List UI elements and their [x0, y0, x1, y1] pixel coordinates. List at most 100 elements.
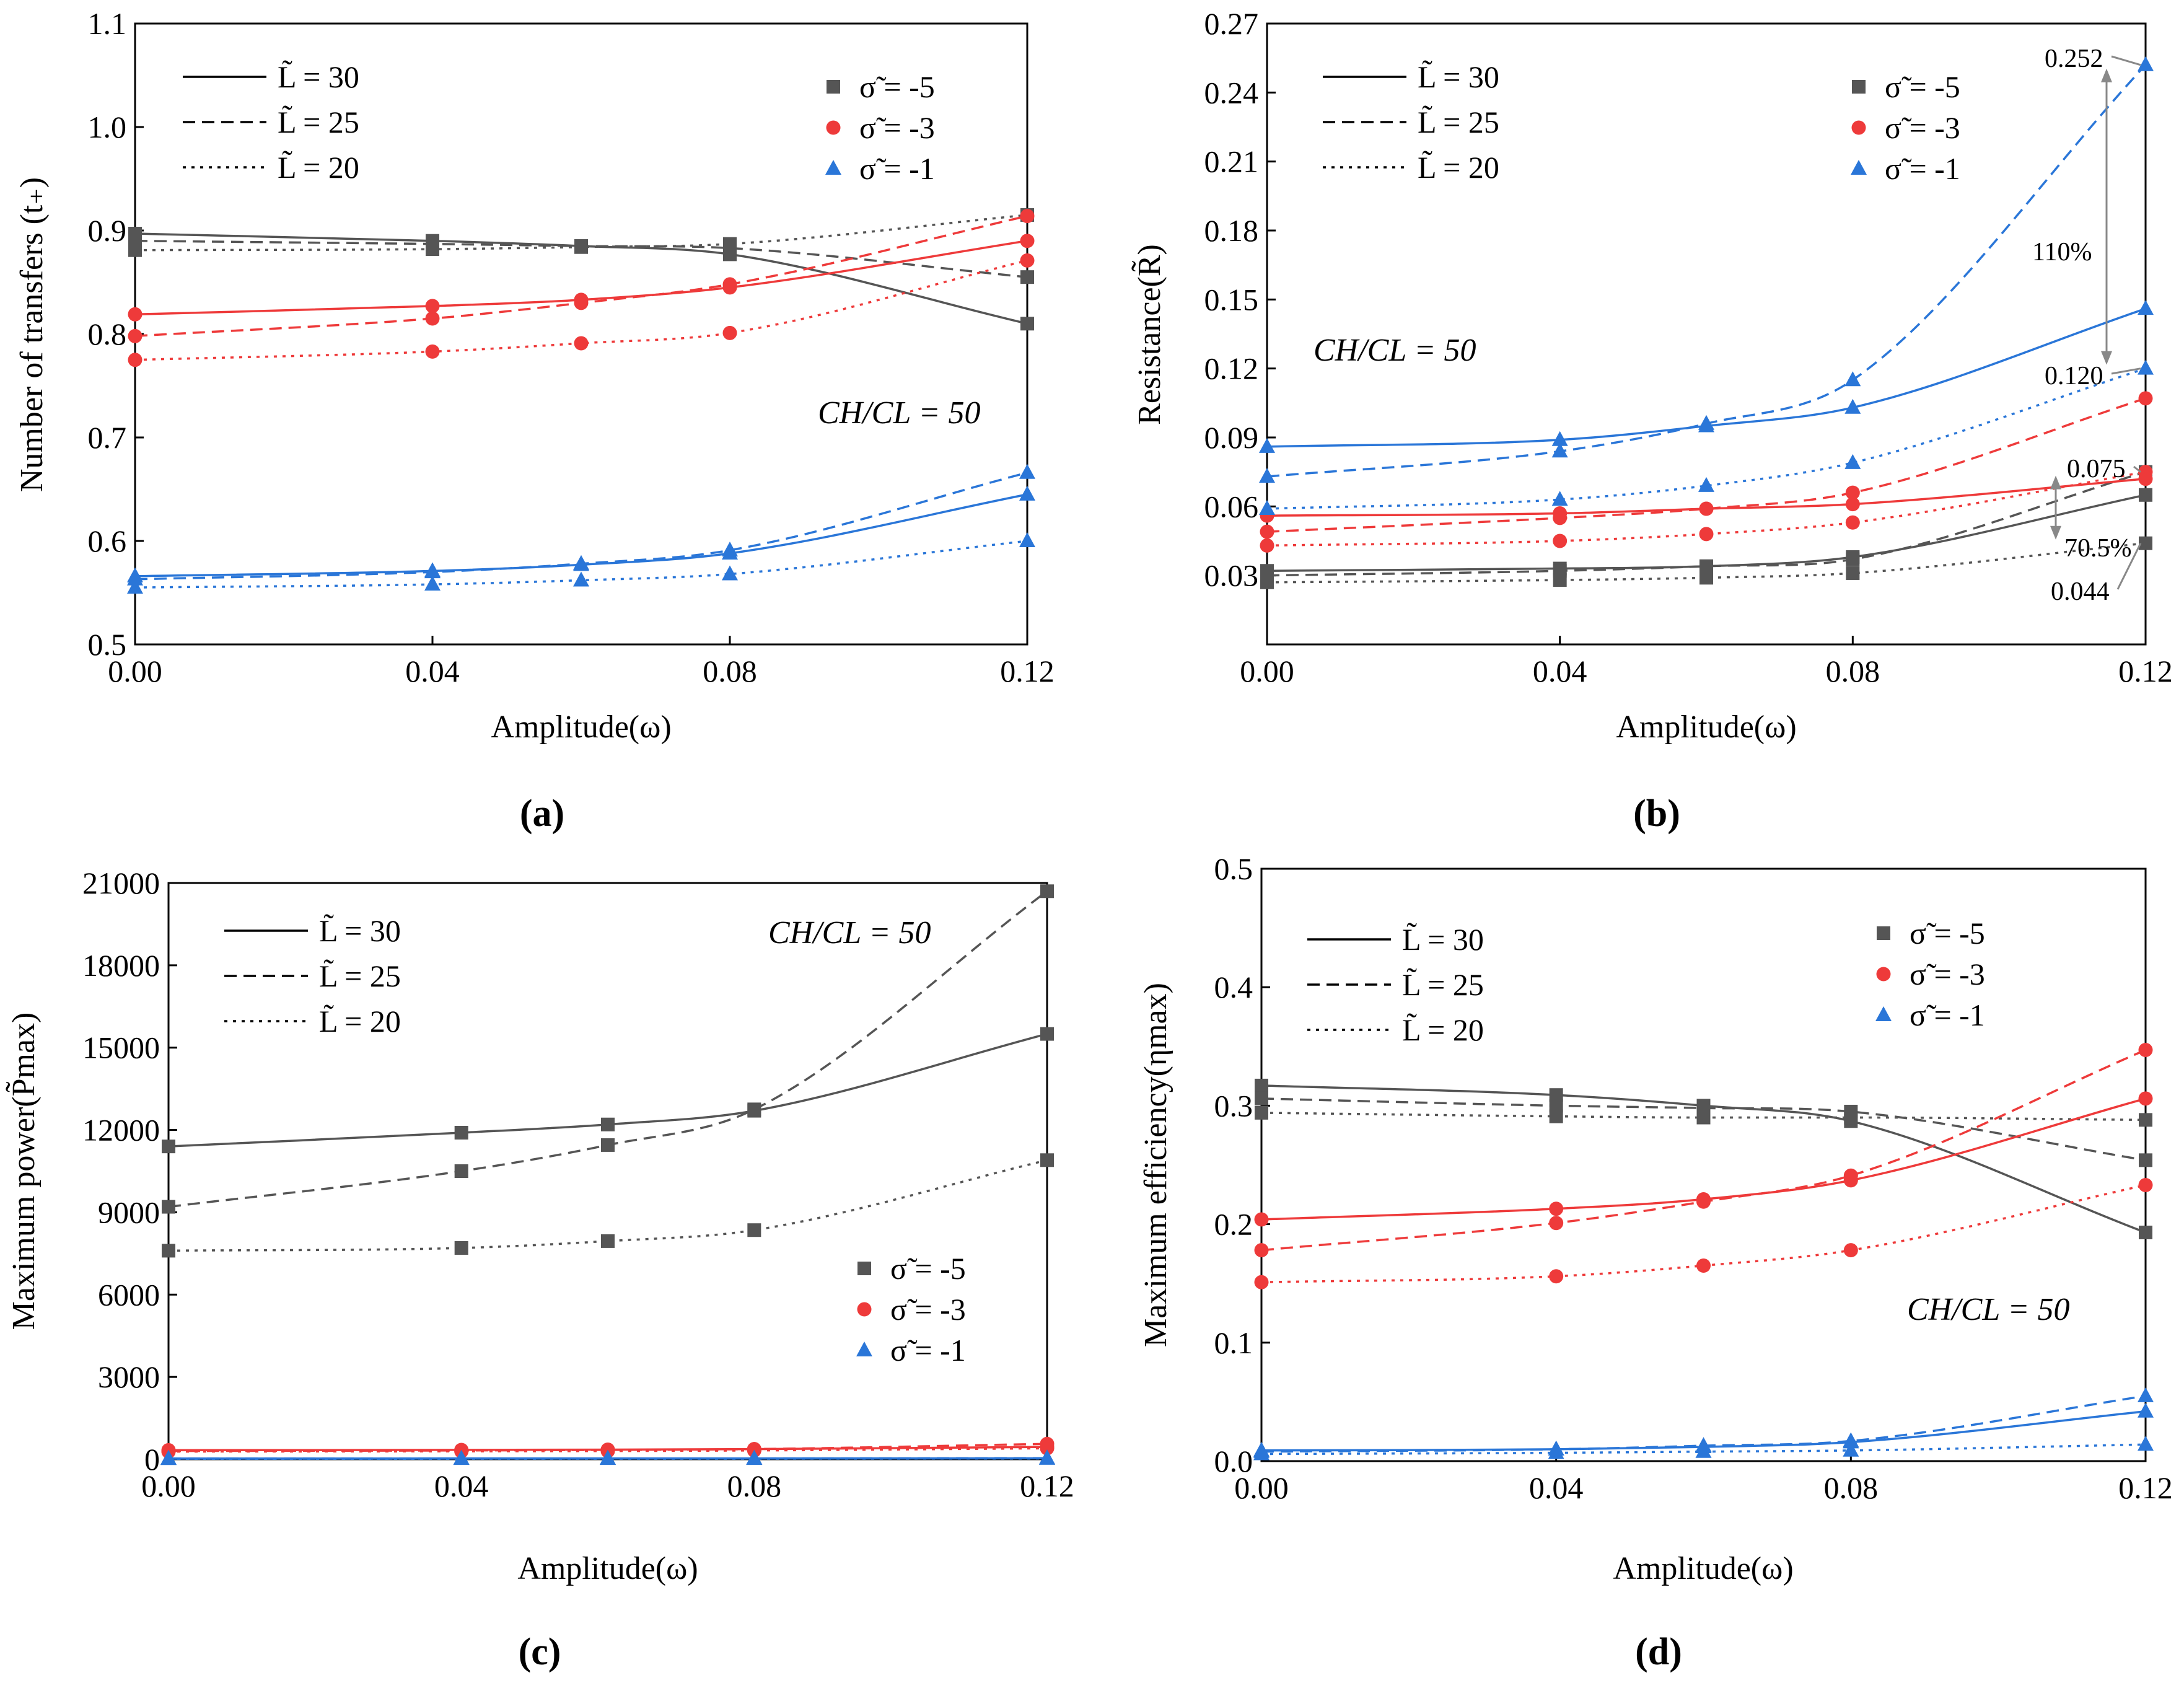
- y-tick-label: 0.5: [1214, 851, 1253, 886]
- legend-line-label: L̃ = 30: [1418, 59, 1499, 94]
- legend-line-label: L̃ = 30: [319, 913, 401, 948]
- y-tick-label: 0.18: [1204, 213, 1259, 248]
- legend-line-label: L̃ = 20: [1402, 1012, 1484, 1047]
- data-point: [1255, 1243, 1269, 1257]
- y-tick-label: 0.8: [88, 317, 127, 351]
- data-point: [1549, 1216, 1563, 1230]
- data-point: [601, 1138, 615, 1152]
- data-point: [1040, 1027, 1054, 1041]
- data-point: [1040, 884, 1054, 898]
- legend-marker-label: σ̃ = -5: [859, 69, 935, 104]
- panel-label: (c): [519, 1631, 561, 1673]
- y-axis-label: Maximum efficiency(ηmax): [1138, 983, 1173, 1347]
- legend-marker: [1877, 967, 1891, 982]
- legend-line-label: L̃ = 25: [1418, 105, 1499, 139]
- y-tick-label: 0.03: [1204, 558, 1259, 593]
- x-tick-label: 0.08: [1826, 654, 1880, 688]
- x-tick-label: 0.08: [703, 654, 757, 688]
- value-callout-label: 0.044: [2051, 578, 2110, 606]
- data-point: [2139, 1113, 2152, 1127]
- data-point: [1255, 1212, 1269, 1226]
- y-axis-label: Maximum power(P̃max): [6, 1012, 42, 1330]
- data-point: [162, 1200, 175, 1214]
- y-tick-label: 0.12: [1204, 351, 1259, 386]
- data-point: [1040, 1153, 1054, 1167]
- data-point: [426, 299, 440, 313]
- y-tick-label: 0.24: [1204, 75, 1259, 110]
- panel-label: (b): [1633, 793, 1680, 835]
- y-tick-label: 0.21: [1204, 144, 1259, 179]
- legend-marker-label: σ̃ = -1: [859, 151, 935, 186]
- y-tick-label: 0.0: [1214, 1444, 1253, 1478]
- percent-label: 70.5%: [2064, 534, 2132, 563]
- x-tick-label: 0.04: [1529, 1470, 1584, 1505]
- data-point: [723, 277, 737, 291]
- legend-marker-label: σ̃ = -5: [1885, 69, 1960, 104]
- y-tick-label: 1.1: [88, 6, 127, 41]
- y-tick-label: 0.06: [1204, 489, 1259, 524]
- legend-line-label: L̃ = 20: [319, 1004, 401, 1039]
- x-tick-label: 0.12: [1000, 654, 1055, 688]
- data-point: [1697, 1111, 1711, 1125]
- ratio-annotation: CH/CL = 50: [1313, 333, 1476, 368]
- data-point: [1846, 553, 1859, 566]
- data-point: [1255, 1079, 1268, 1092]
- legend-marker-label: σ̃ = -5: [1910, 916, 1985, 951]
- legend-marker-label: σ̃ = -3: [1910, 957, 1985, 991]
- x-tick-label: 0.12: [2118, 1470, 2173, 1505]
- legend-marker-label: σ̃ = -3: [1885, 110, 1960, 145]
- data-point: [1550, 1110, 1563, 1123]
- data-point: [426, 242, 439, 256]
- x-tick-label: 0.12: [1020, 1469, 1074, 1503]
- data-point: [574, 240, 588, 254]
- y-tick-label: 3000: [98, 1359, 160, 1394]
- legend-marker: [1852, 121, 1866, 135]
- ratio-annotation: CH/CL = 50: [818, 395, 980, 431]
- legend-line-label: L̃ = 25: [278, 105, 359, 139]
- data-point: [2139, 1226, 2152, 1239]
- legend-line-label: L̃ = 20: [1418, 150, 1499, 185]
- data-point: [128, 307, 143, 322]
- y-axis-label: Number of transfers (t₊): [14, 177, 50, 492]
- x-tick-label: 0.00: [1240, 654, 1294, 688]
- data-point: [128, 353, 143, 367]
- value-callout-label: 0.252: [2045, 45, 2103, 73]
- data-point: [1696, 1195, 1711, 1209]
- legend-marker: [857, 1262, 871, 1275]
- legend-marker-label: σ̃ = -5: [890, 1251, 966, 1286]
- y-tick-label: 12000: [82, 1113, 160, 1148]
- data-point: [747, 1102, 761, 1116]
- data-point: [1260, 538, 1274, 553]
- legend-line-label: L̃ = 30: [278, 59, 359, 94]
- y-tick-label: 0: [144, 1442, 160, 1477]
- percent-label: 110%: [2032, 238, 2092, 266]
- y-tick-label: 0.09: [1204, 420, 1259, 455]
- panel-label: (d): [1635, 1631, 1682, 1673]
- legend-marker: [827, 80, 840, 94]
- y-tick-label: 0.2: [1214, 1207, 1253, 1242]
- y-tick-label: 0.3: [1214, 1088, 1253, 1123]
- ratio-annotation: CH/CL = 50: [768, 915, 931, 951]
- x-tick-label: 0.04: [1533, 654, 1587, 688]
- data-point: [2139, 488, 2152, 502]
- legend-marker-label: σ̃ = -1: [1885, 151, 1960, 186]
- data-point: [1699, 571, 1713, 584]
- y-tick-label: 0.5: [88, 627, 127, 662]
- data-point: [1260, 525, 1274, 539]
- y-tick-label: 0.1: [1214, 1325, 1253, 1360]
- data-point: [1699, 502, 1714, 516]
- panel-label: (a): [520, 793, 564, 835]
- y-tick-label: 0.9: [88, 213, 127, 248]
- data-point: [2139, 391, 2153, 405]
- data-point: [2139, 1091, 2153, 1105]
- data-point: [1020, 209, 1035, 223]
- data-point: [1255, 1275, 1269, 1289]
- y-tick-label: 0.27: [1204, 6, 1259, 41]
- data-point: [1846, 486, 1860, 500]
- y-axis-label: Resistance(R̃): [1131, 244, 1167, 425]
- data-point: [574, 336, 589, 351]
- x-tick-label: 0.08: [727, 1469, 782, 1503]
- y-tick-label: 18000: [82, 948, 160, 983]
- ratio-annotation: CH/CL = 50: [1907, 1292, 2069, 1327]
